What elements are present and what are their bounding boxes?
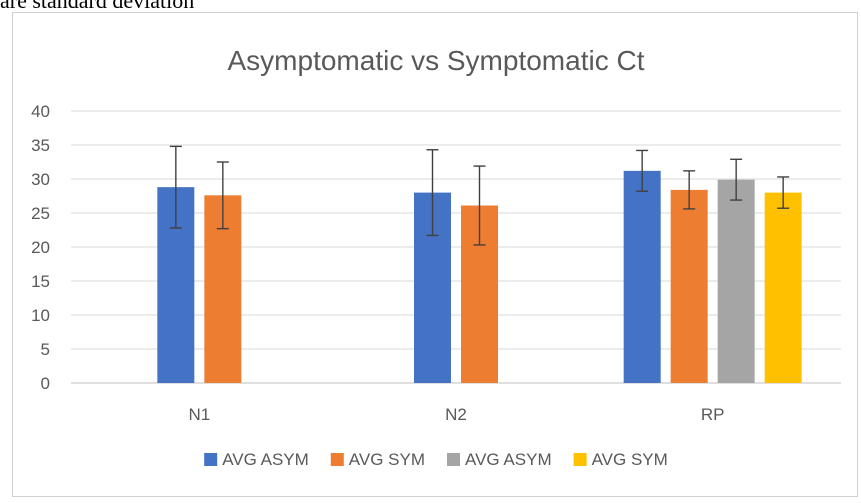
y-tick-label: 5 bbox=[41, 340, 50, 359]
y-tick-label: 35 bbox=[31, 136, 50, 155]
legend-swatch bbox=[447, 453, 460, 466]
y-tick-label: 15 bbox=[31, 272, 50, 291]
legend-label: AVG ASYM bbox=[222, 450, 309, 469]
y-tick-label: 25 bbox=[31, 204, 50, 223]
y-tick-label: 0 bbox=[41, 374, 50, 393]
legend-item: AVG SYM bbox=[330, 450, 425, 469]
legend: AVG ASYM AVG SYM AVG ASYM AVG SYM bbox=[204, 450, 668, 469]
error-bars bbox=[169, 145, 790, 246]
bar bbox=[670, 189, 708, 383]
y-tick-label: 30 bbox=[31, 170, 50, 189]
legend-item: AVG ASYM bbox=[447, 450, 552, 469]
caption-fragment: are standard deviation bbox=[0, 0, 195, 13]
legend-label: AVG SYM bbox=[592, 450, 668, 469]
bars bbox=[157, 170, 802, 383]
x-tick-label: RP bbox=[701, 405, 725, 424]
y-tick-label: 20 bbox=[31, 238, 50, 257]
x-tick-label: N2 bbox=[445, 405, 467, 424]
chart-title: Asymptomatic vs Symptomatic Ct bbox=[228, 45, 645, 76]
y-tick-label: 10 bbox=[31, 306, 50, 325]
bar bbox=[717, 179, 755, 383]
bar-chart: Asymptomatic vs Symptomatic Ct 0 5 10 15 20 2… bbox=[31, 45, 841, 469]
legend-swatch bbox=[573, 453, 587, 466]
y-tick-label: 40 bbox=[31, 102, 50, 121]
x-axis-ticks: N1 N2 RP bbox=[188, 405, 724, 424]
x-tick-label: N1 bbox=[188, 405, 210, 424]
legend-swatch bbox=[204, 453, 218, 466]
chart-frame: Asymptomatic vs Symptomatic Ct 0 5 10 15 20 2… bbox=[12, 12, 858, 497]
bar bbox=[764, 192, 802, 383]
legend-item: AVG SYM bbox=[573, 450, 668, 469]
gridlines bbox=[71, 110, 841, 384]
legend-label: AVG SYM bbox=[349, 450, 425, 469]
bar bbox=[623, 170, 661, 383]
legend-label: AVG ASYM bbox=[465, 450, 552, 469]
legend-swatch bbox=[330, 453, 344, 466]
legend-item: AVG ASYM bbox=[204, 450, 309, 469]
y-axis-ticks: 0 5 10 15 20 25 30 35 40 bbox=[31, 102, 50, 393]
